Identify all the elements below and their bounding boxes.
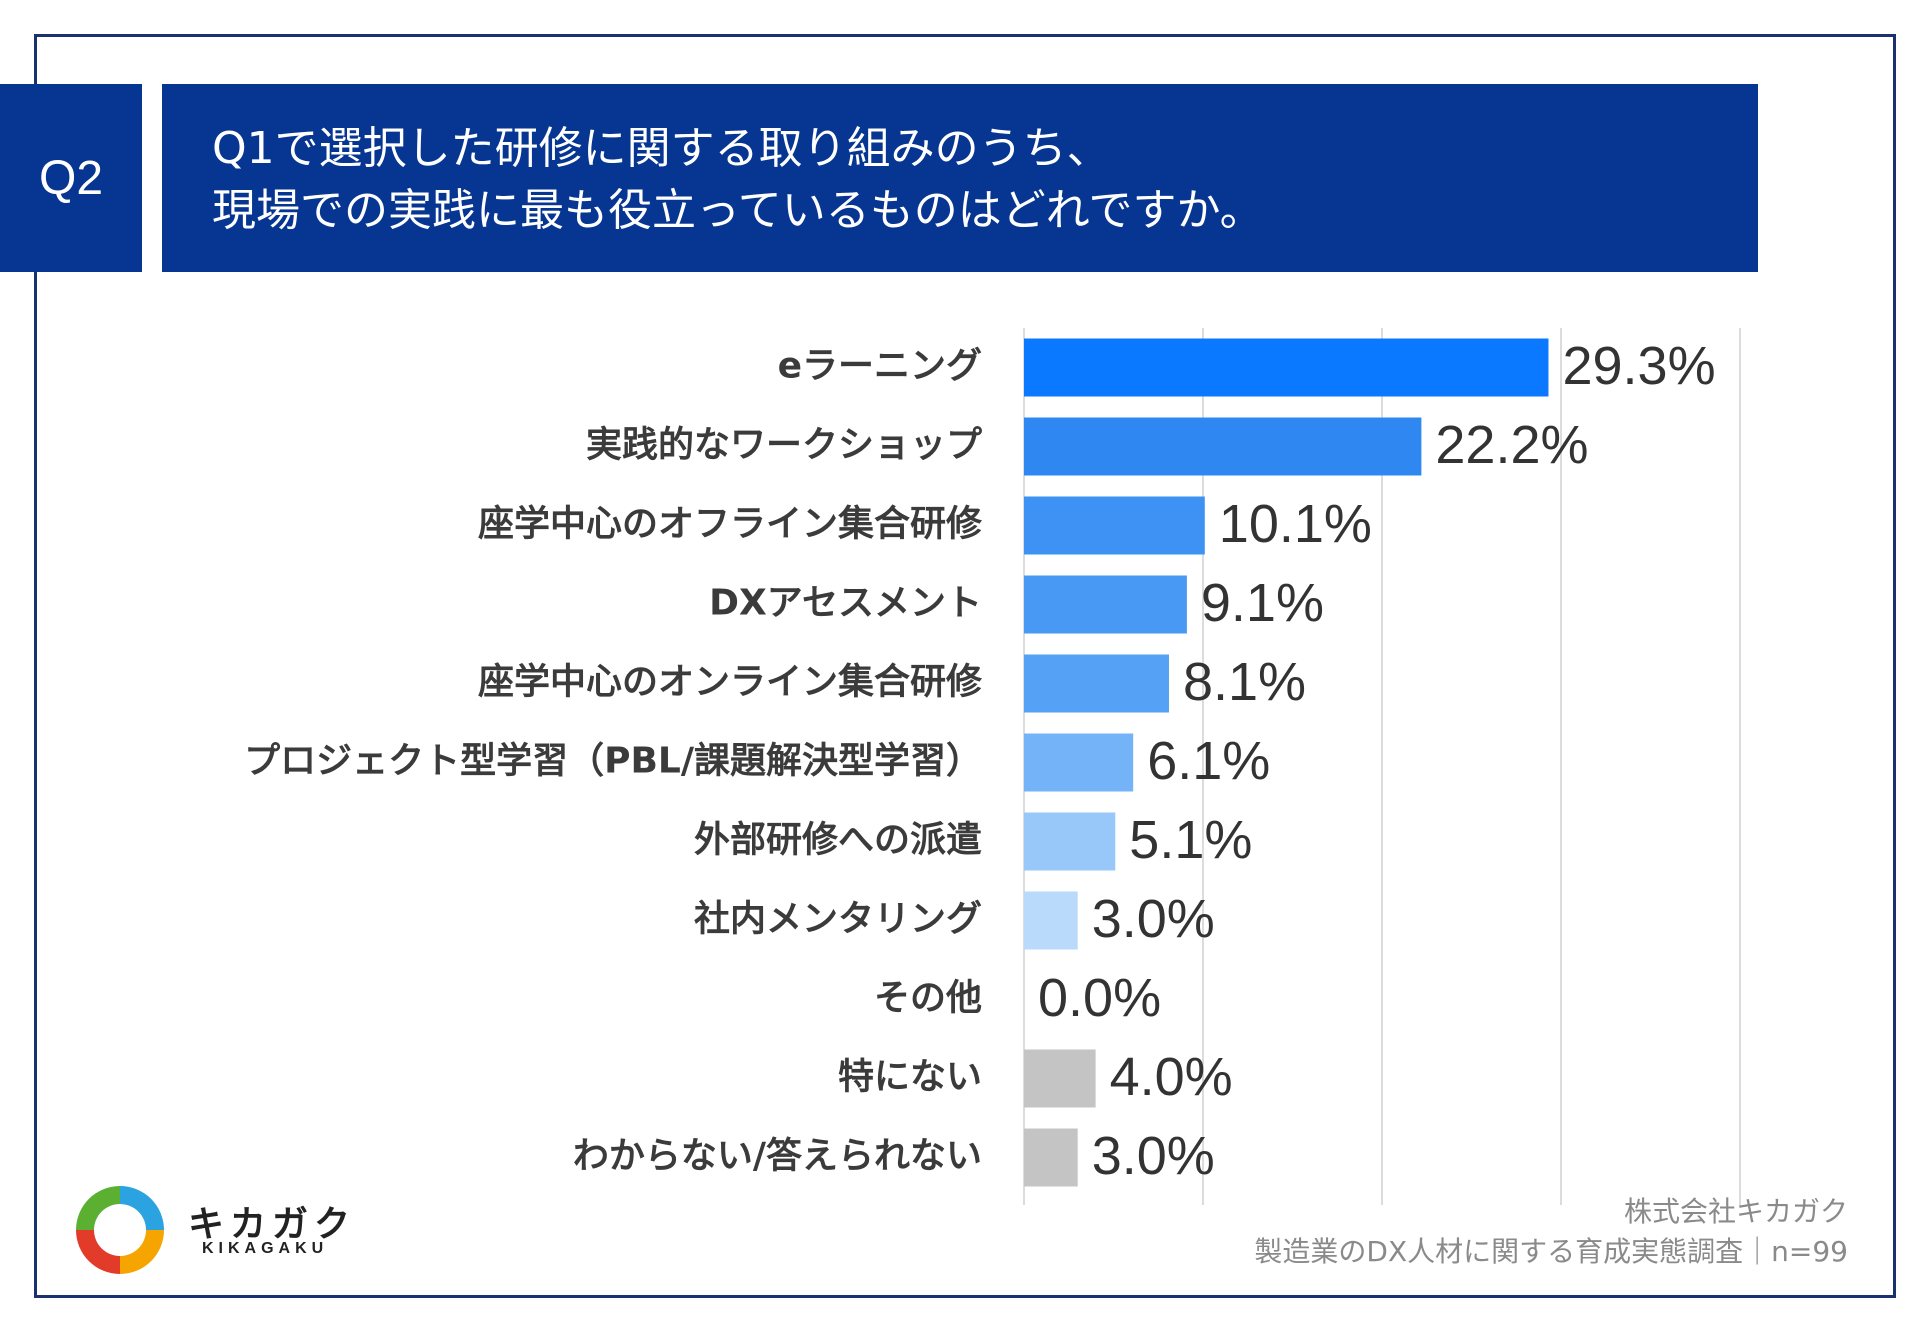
value-label: 3.0% [1092,889,1215,949]
bar [1024,891,1078,950]
value-label: 0.0% [1038,968,1161,1028]
bar [1024,1128,1078,1187]
value-label: 6.1% [1147,731,1270,791]
value-label: 10.1% [1219,494,1372,554]
question-title-line1: Q1で選択した研修に関する取り組みのうち、 [212,123,1111,174]
bar [1024,575,1187,634]
bar [1024,417,1422,476]
category-label: 外部研修への派遣 [694,820,982,861]
category-label: 社内メンタリング [694,899,982,940]
category-label: 実践的なワークショップ [586,425,982,466]
bar [1024,733,1134,792]
logo-subtext: KIKAGAKU [202,1240,329,1257]
bar [1024,496,1205,555]
category-label: プロジェクト型学習（PBL/課題解決型学習） [244,740,982,782]
bar [1024,654,1169,713]
bar [1024,1049,1096,1108]
value-label: 5.1% [1129,810,1252,870]
bar [1024,338,1549,397]
category-label: 特にない [838,1057,982,1098]
value-label: 9.1% [1201,573,1324,633]
kikagaku-logo-icon [76,1186,164,1274]
category-label: 座学中心のオンライン集合研修 [478,661,983,703]
value-label: 29.3% [1562,336,1715,396]
value-label: 4.0% [1110,1047,1233,1107]
footer: 株式会社キカガク 製造業のDX人材に関する育成実態調査｜n=99 [1254,1192,1848,1272]
category-label: その他 [874,978,982,1019]
question-title-line2: 現場での実践に最も役立っているものはどれですか。 [212,185,1264,236]
footer-survey: 製造業のDX人材に関する育成実態調査｜n=99 [1254,1235,1848,1268]
footer-company: 株式会社キカガク [1623,1195,1848,1228]
value-label: 3.0% [1092,1126,1215,1186]
logo-text: キカガク [188,1204,357,1245]
value-label: 22.2% [1435,415,1588,475]
bar [1024,812,1116,871]
question-badge: Q2 [0,84,142,272]
category-label: 座学中心のオフライン集合研修 [478,503,983,545]
chart-frame [34,34,1896,1298]
value-label: 8.1% [1183,652,1306,712]
category-label: わからない/答えられない [573,1136,982,1177]
question-title: Q1で選択した研修に関する取り組みのうち、 現場での実践に最も役立っているものは… [162,84,1758,272]
category-label: DXアセスメント [709,583,982,624]
category-label: eラーニング [778,346,982,387]
